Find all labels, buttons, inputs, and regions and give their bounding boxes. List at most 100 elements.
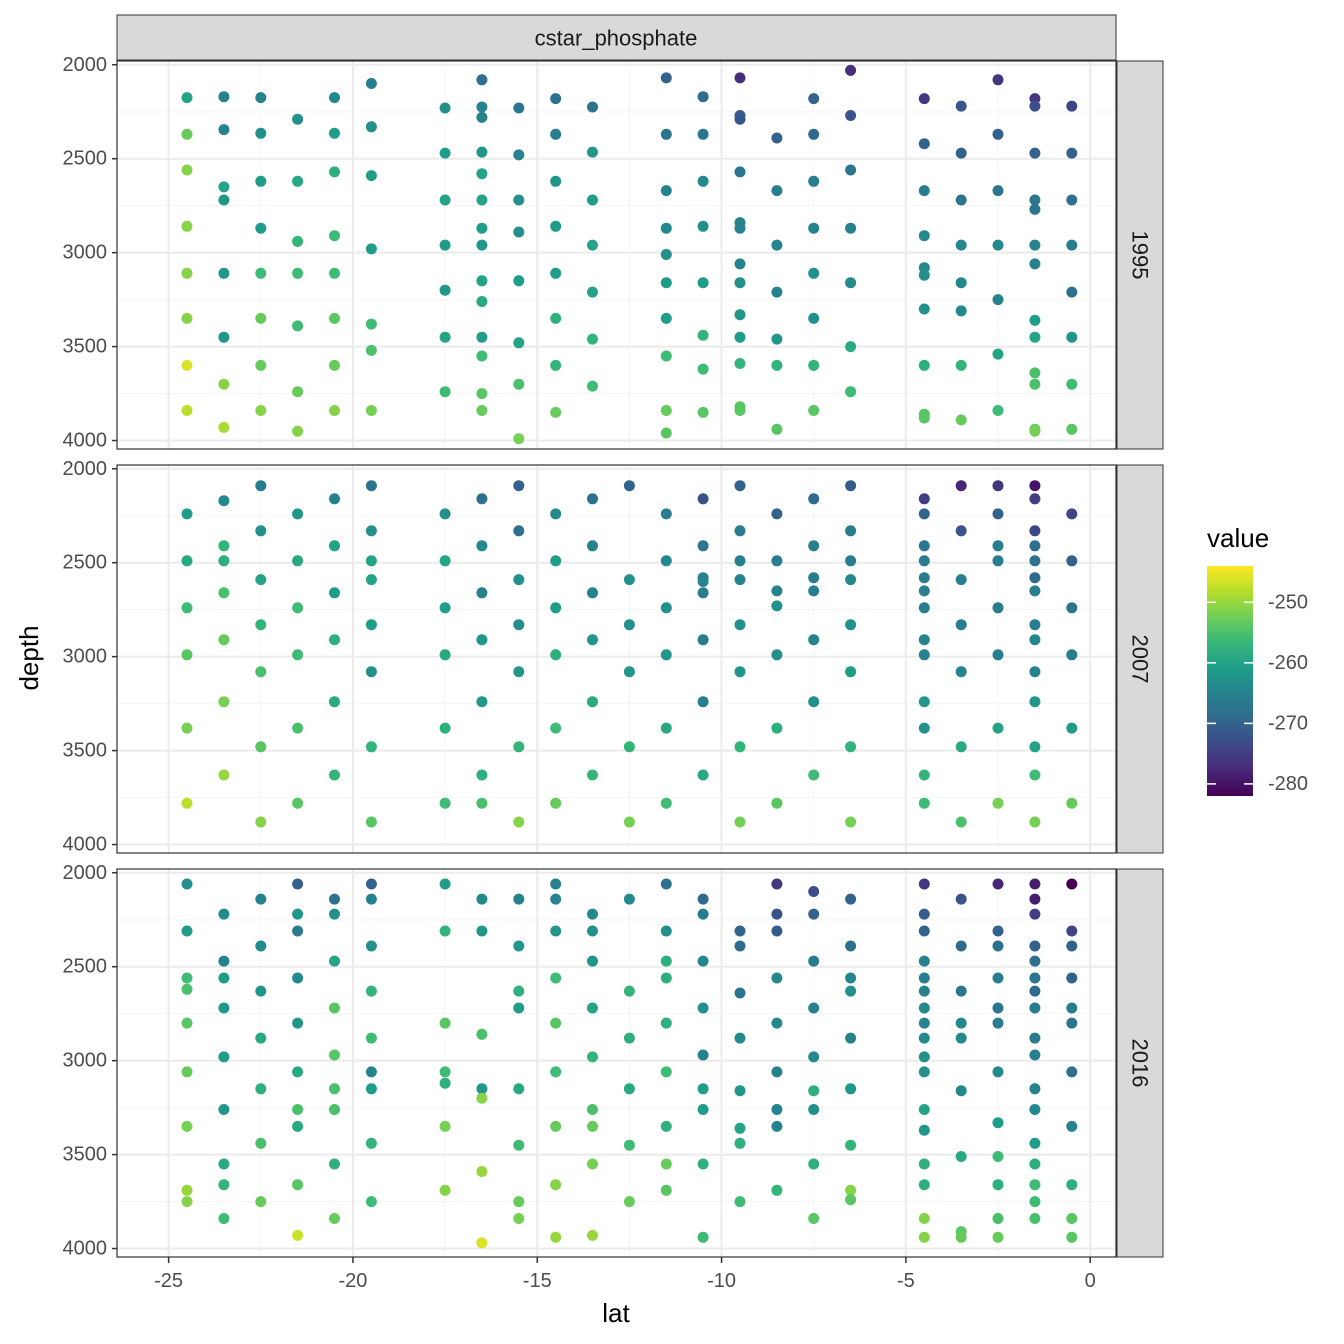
data-point	[476, 493, 488, 505]
data-point	[845, 1194, 857, 1206]
data-point	[1029, 540, 1041, 552]
data-point	[218, 421, 230, 433]
data-point	[1029, 1196, 1041, 1208]
data-point	[439, 797, 451, 809]
data-point	[734, 574, 746, 586]
data-point	[992, 1231, 1004, 1243]
data-point	[808, 769, 820, 781]
points-2007	[181, 480, 1078, 828]
data-point	[845, 222, 857, 234]
data-point	[660, 128, 672, 140]
data-point	[771, 1017, 783, 1029]
data-point	[365, 1066, 377, 1078]
data-point	[513, 574, 525, 586]
data-point	[771, 1184, 783, 1196]
data-point	[476, 194, 488, 206]
data-point	[955, 194, 967, 206]
data-point	[918, 1104, 930, 1115]
data-point	[1029, 493, 1041, 505]
data-point	[955, 239, 967, 251]
data-point	[623, 816, 635, 828]
data-point	[218, 194, 230, 206]
data-point	[771, 722, 783, 734]
chart-title: cstar_phosphate	[535, 26, 698, 51]
data-point	[1066, 194, 1078, 206]
data-point	[292, 908, 304, 920]
data-point	[918, 412, 930, 424]
data-point	[1029, 1137, 1041, 1149]
data-point	[255, 525, 267, 537]
data-point	[255, 619, 267, 631]
data-point	[550, 555, 562, 567]
data-point	[329, 92, 340, 104]
data-point	[292, 1120, 304, 1132]
data-point	[697, 540, 709, 552]
data-point	[808, 1085, 820, 1097]
data-point	[365, 480, 377, 492]
data-point	[439, 1017, 451, 1029]
data-point	[660, 722, 672, 734]
data-point	[771, 1120, 783, 1132]
data-point	[292, 1229, 304, 1241]
data-point	[1029, 331, 1041, 343]
data-point	[439, 1120, 451, 1132]
x-tick-label: -5	[897, 1270, 915, 1292]
data-point	[329, 166, 340, 178]
data-point	[292, 1179, 304, 1191]
data-point	[476, 296, 488, 307]
data-point	[992, 722, 1004, 734]
data-point	[181, 164, 193, 176]
data-point	[1029, 1104, 1041, 1115]
data-point	[218, 91, 230, 103]
data-point	[255, 940, 267, 952]
data-point	[1066, 940, 1078, 952]
data-point	[550, 878, 562, 890]
data-point	[181, 1120, 193, 1132]
data-point	[476, 275, 488, 287]
data-point	[992, 1066, 1004, 1078]
data-point	[734, 987, 746, 999]
data-point	[218, 955, 230, 967]
data-point	[255, 127, 267, 139]
data-point	[623, 480, 635, 492]
data-point	[1029, 985, 1041, 997]
data-point	[1029, 940, 1041, 952]
data-point	[918, 955, 930, 967]
data-point	[513, 619, 525, 631]
data-point	[476, 239, 488, 251]
y-tick-label: 3500	[63, 740, 108, 762]
panel-background	[117, 465, 1116, 853]
data-point	[697, 893, 709, 905]
data-point	[918, 303, 930, 315]
data-point	[365, 1196, 377, 1208]
data-point	[476, 168, 488, 180]
x-tick-label: -25	[154, 1270, 183, 1292]
data-point	[697, 220, 709, 232]
points-2016	[181, 878, 1078, 1249]
legend-tick-label: -270	[1268, 712, 1308, 734]
data-point	[734, 405, 746, 416]
data-point	[992, 972, 1004, 984]
data-point	[1066, 722, 1078, 734]
data-point	[845, 341, 857, 353]
data-point	[1066, 1179, 1078, 1191]
data-point	[550, 93, 562, 105]
data-point	[476, 634, 488, 646]
data-point	[587, 101, 598, 113]
data-point	[587, 1158, 598, 1170]
data-point	[918, 540, 930, 552]
data-point	[255, 405, 267, 416]
data-point	[918, 1051, 930, 1063]
data-point	[808, 312, 820, 324]
data-point	[329, 908, 340, 920]
y-tick-label: 4000	[63, 834, 108, 856]
data-point	[1029, 425, 1041, 437]
data-point	[587, 493, 598, 505]
data-point	[845, 666, 857, 678]
facet-strip-2007	[1116, 464, 1164, 854]
x-tick-label: 0	[1085, 1270, 1096, 1292]
data-point	[992, 1017, 1004, 1029]
legend-ticks: -250 -260 -270 -280	[1207, 591, 1308, 795]
data-point	[439, 602, 451, 614]
data-point	[587, 1229, 598, 1241]
